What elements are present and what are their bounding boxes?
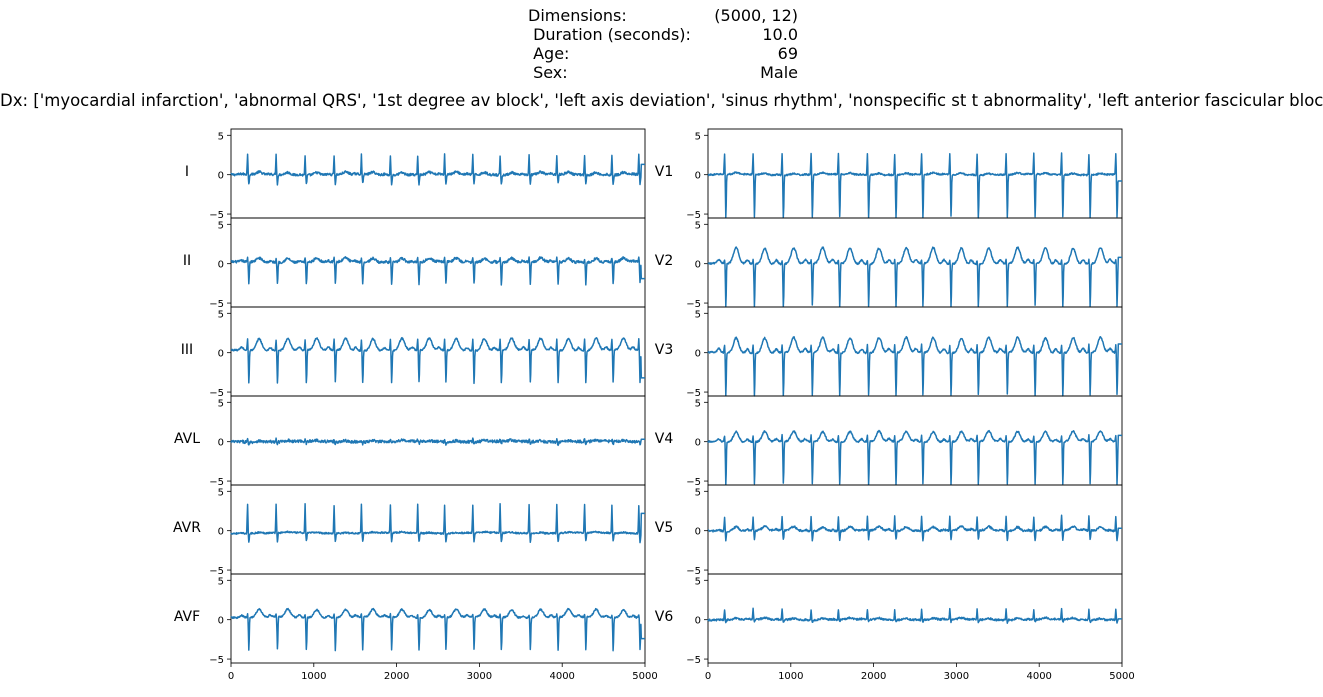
y-tick-label: 0 bbox=[695, 260, 701, 271]
lead-trace bbox=[707, 335, 1122, 397]
x-tick-label: 5000 bbox=[632, 671, 657, 682]
y-tick-label: −5 bbox=[686, 299, 701, 310]
y-tick-label: 0 bbox=[695, 349, 701, 360]
metadata-dimensions: Dimensions: (5000, 12) bbox=[528, 6, 798, 25]
lead-label: AVR bbox=[173, 520, 201, 536]
y-tick-label: 5 bbox=[218, 398, 224, 409]
lead-label: AVF bbox=[174, 609, 200, 625]
x-tick-label: 3000 bbox=[944, 671, 969, 682]
x-tick-label: 3000 bbox=[467, 671, 492, 682]
y-tick-label: 5 bbox=[218, 131, 224, 142]
lead-trace bbox=[230, 437, 645, 447]
y-tick-label: −5 bbox=[209, 210, 224, 221]
lead-trace bbox=[230, 502, 645, 544]
lead-trace bbox=[707, 514, 1122, 542]
y-tick-label: 5 bbox=[218, 487, 224, 498]
lead-label: V4 bbox=[655, 431, 674, 447]
metadata-value: Male bbox=[760, 63, 798, 82]
x-tick-label: 0 bbox=[705, 671, 711, 682]
y-tick-label: −5 bbox=[209, 388, 224, 399]
lead-trace bbox=[230, 607, 645, 652]
diagnosis-line: Dx: ['myocardial infarction', 'abnormal … bbox=[0, 91, 1323, 110]
lead-label: AVL bbox=[174, 431, 200, 447]
x-tick-label: 4000 bbox=[549, 671, 574, 682]
x-tick-label: 2000 bbox=[384, 671, 409, 682]
x-tick-label: 1000 bbox=[778, 671, 803, 682]
y-tick-label: 0 bbox=[218, 616, 224, 627]
y-tick-label: 0 bbox=[218, 438, 224, 449]
lead-trace bbox=[230, 153, 645, 186]
metadata-value: (5000, 12) bbox=[714, 6, 798, 25]
y-tick-label: −5 bbox=[686, 566, 701, 577]
y-tick-label: −5 bbox=[686, 388, 701, 399]
lead-label: V1 bbox=[655, 164, 673, 180]
x-tick-label: 4000 bbox=[1026, 671, 1051, 682]
lead-label: V3 bbox=[655, 342, 673, 358]
y-tick-label: 0 bbox=[695, 616, 701, 627]
x-tick-label: 0 bbox=[228, 671, 234, 682]
lead-trace bbox=[707, 429, 1122, 486]
lead-trace bbox=[707, 152, 1122, 219]
y-tick-label: −5 bbox=[209, 655, 224, 666]
y-tick-label: 5 bbox=[695, 398, 701, 409]
y-tick-label: 5 bbox=[218, 220, 224, 231]
y-tick-label: −5 bbox=[686, 655, 701, 666]
y-tick-label: 5 bbox=[218, 576, 224, 587]
x-tick-label: 1000 bbox=[301, 671, 326, 682]
y-tick-label: 0 bbox=[218, 260, 224, 271]
lead-label: I bbox=[185, 164, 189, 180]
metadata-label: Age: bbox=[528, 44, 570, 63]
lead-trace bbox=[707, 246, 1122, 308]
y-tick-label: −5 bbox=[686, 210, 701, 221]
y-tick-label: −5 bbox=[209, 566, 224, 577]
lead-label: V2 bbox=[655, 253, 673, 269]
y-tick-label: 5 bbox=[695, 487, 701, 498]
y-tick-label: 0 bbox=[695, 438, 701, 449]
lead-trace bbox=[230, 256, 645, 286]
y-tick-label: 5 bbox=[695, 131, 701, 142]
y-tick-label: 0 bbox=[218, 527, 224, 538]
subplot-frame bbox=[230, 484, 646, 575]
record-metadata: Dimensions: (5000, 12) Duration (seconds… bbox=[528, 6, 798, 82]
metadata-age: Age: 69 bbox=[528, 44, 798, 63]
y-tick-label: 5 bbox=[695, 309, 701, 320]
lead-label: V6 bbox=[655, 609, 674, 625]
metadata-value: 10.0 bbox=[762, 25, 798, 44]
y-tick-label: 5 bbox=[695, 576, 701, 587]
y-tick-label: 5 bbox=[695, 220, 701, 231]
metadata-sex: Sex: Male bbox=[528, 63, 798, 82]
metadata-duration: Duration (seconds): 10.0 bbox=[528, 25, 798, 44]
y-tick-label: −5 bbox=[686, 477, 701, 488]
x-tick-label: 5000 bbox=[1109, 671, 1134, 682]
metadata-value: 69 bbox=[777, 44, 798, 63]
subplot-frame bbox=[230, 573, 646, 664]
lead-label: V5 bbox=[655, 520, 673, 536]
x-tick-label: 2000 bbox=[861, 671, 886, 682]
metadata-label: Duration (seconds): bbox=[528, 25, 691, 44]
y-tick-label: 0 bbox=[695, 171, 701, 182]
lead-label: II bbox=[183, 253, 191, 269]
lead-trace bbox=[707, 607, 1122, 624]
lead-trace bbox=[230, 336, 645, 385]
metadata-label: Sex: bbox=[528, 63, 568, 82]
y-tick-label: 0 bbox=[218, 171, 224, 182]
y-tick-label: −5 bbox=[209, 477, 224, 488]
y-tick-label: 5 bbox=[218, 309, 224, 320]
lead-label: III bbox=[181, 342, 193, 358]
metadata-label: Dimensions: bbox=[528, 6, 627, 25]
y-tick-label: 0 bbox=[695, 527, 701, 538]
y-tick-label: −5 bbox=[209, 299, 224, 310]
y-tick-label: 0 bbox=[218, 349, 224, 360]
